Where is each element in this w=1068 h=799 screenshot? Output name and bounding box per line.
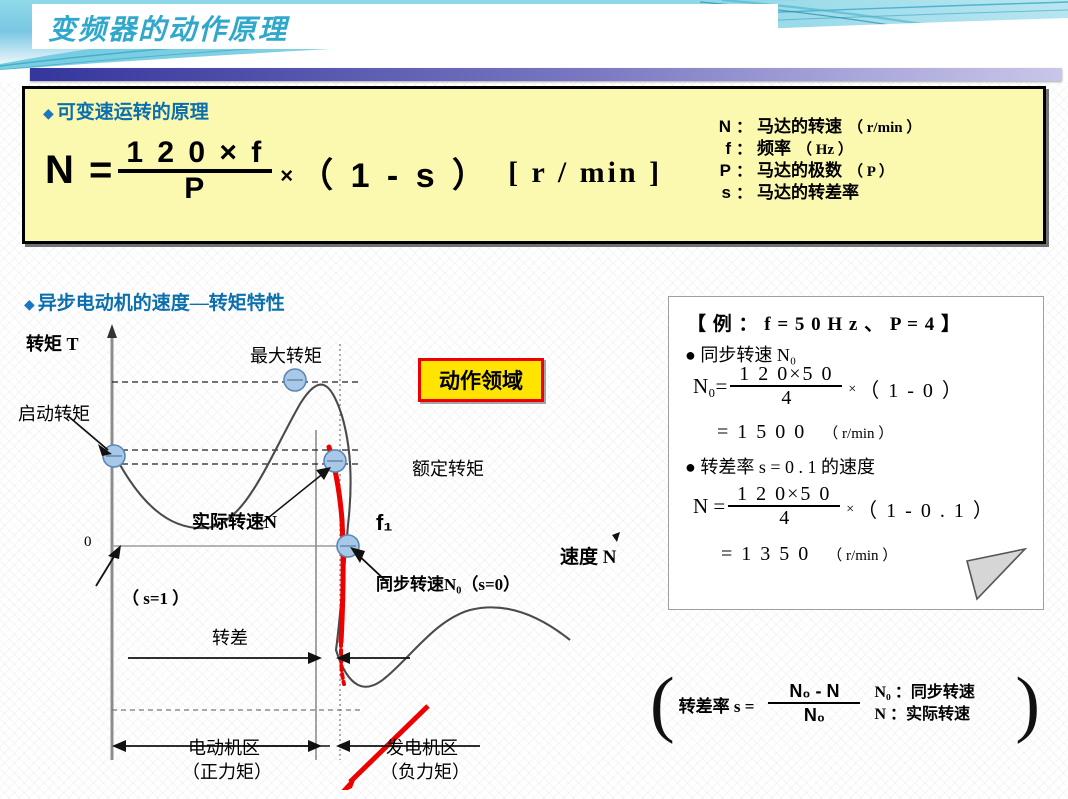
formula-panel-heading-text: 可变速运转的原理	[56, 102, 209, 123]
slip-formula-box: ( 转差率 s = N₀ - N N₀ N₀ ：同步转速 N ：实际转速 )	[650, 660, 1040, 748]
legend-description: 频率	[757, 138, 791, 158]
page-title: 变频器的动作原理	[48, 15, 289, 46]
symbol-legend: N ： 马达的转速 （ r/min ） f ： 频率 （ Hz ） P ： 马达…	[701, 117, 1051, 205]
example-eq2-times: ×	[846, 501, 855, 517]
slip-fraction: N₀ - N N₀	[768, 680, 861, 728]
legend-colon: ：	[735, 140, 752, 158]
legend-description: 马达的转速	[757, 117, 842, 136]
example-result-2: = 1 3 5 0 （ r/min ）	[721, 543, 897, 566]
equation-tail: （ 1 - s ）	[299, 157, 491, 195]
chart-y-axis-label: 转矩 T	[26, 334, 79, 354]
legend-row: f ： 频率 （ Hz ）	[701, 139, 1051, 160]
slip-def-n: N ：实际转速	[874, 706, 971, 723]
title-plate	[32, 4, 778, 49]
example-eq1-lhs: N₀=	[693, 374, 728, 398]
legend-row: N ： 马达的转速 （ r/min ）	[701, 117, 1051, 138]
torque-speed-chart: 转矩 T 速度 N 0 最大转矩 启动转矩 实际转速N 额定转矩 同步转速N₀（…	[0, 320, 660, 790]
example-equation-2: N = 1 2 0×5 0 4 × （ 1 - 0 . 1 ）	[693, 483, 995, 530]
legend-colon: ：	[735, 184, 752, 202]
legend-description: 马达的极数	[757, 160, 842, 180]
slip-definitions: N₀ ：同步转速 N ：实际转速	[874, 682, 974, 725]
chart-actual-speed-label: 实际转速N	[192, 512, 277, 532]
example-eq2-tail: （ 1 - 0 . 1 ）	[857, 500, 995, 522]
equation-denominator: P	[184, 171, 207, 205]
chart-slip-span-label: 转差	[212, 628, 248, 648]
example-result-1-unit: （ r/min ）	[823, 426, 894, 442]
legend-row: s ： 马达的转差率	[701, 183, 1051, 204]
legend-unit: （ r/min ）	[848, 120, 922, 136]
example-eq1-tail: （ 1 - 0 ）	[859, 380, 964, 402]
chart-motor-zone-sub-label: （正力矩）	[182, 762, 272, 782]
slip-def-n0: N₀ ：同步转速	[874, 684, 975, 702]
example-equation-1: N₀= 1 2 0×5 0 4 × （ 1 - 0 ）	[693, 363, 964, 410]
legend-symbol: s	[721, 182, 731, 202]
example-eq1-times: ×	[848, 381, 857, 397]
example-result-1-value: = 1 5 0 0	[717, 421, 807, 443]
header-banner	[0, 0, 1068, 82]
gray-triangle-icon	[966, 547, 1028, 601]
slip-label: 转差率 s =	[678, 696, 755, 716]
section-heading-text: 异步电动机的速度—转矩特性	[37, 293, 285, 314]
fraction-bar	[118, 168, 273, 173]
example-bullet-1: ● 同步转速 N₀	[685, 345, 797, 365]
chart-motor-zone-label: 电动机区	[188, 738, 260, 758]
example-eq1-fraction: 1 2 0×5 0 4	[730, 363, 843, 410]
legend-unit: （ P ）	[848, 163, 894, 180]
chart-rated-torque-label: 额定转矩	[412, 459, 484, 479]
fraction-bar	[728, 505, 841, 507]
legend-colon: ：	[735, 119, 752, 136]
chart-generator-zone-sub-label: （负力矩）	[380, 762, 470, 782]
right-paren: )	[1015, 662, 1040, 745]
equation-unit: [ r / min ]	[508, 155, 663, 189]
equation-fraction: 1 2 0 × f P	[118, 136, 273, 205]
section-heading: ◆ 异步电动机的速度—转矩特性	[24, 288, 285, 315]
legend-symbol: P	[719, 160, 731, 180]
example-eq2-numerator: 1 2 0×5 0	[737, 483, 832, 505]
slip-numerator: N₀ - N	[789, 680, 840, 701]
example-result-1: = 1 5 0 0 （ r/min ）	[717, 421, 893, 444]
example-box: 【 例 ： f = 5 0 H z 、 P = 4 】 ● 同步转速 N₀ N₀…	[668, 296, 1044, 610]
diamond-bullet-icon: ◆	[43, 107, 54, 122]
example-bullet-2: ● 转差率 s = 0 . 1 的速度	[685, 457, 876, 477]
chart-max-torque-label: 最大转矩	[250, 346, 322, 366]
formula-panel: ◆ 可变速运转的原理 N = 1 2 0 × f P × （ 1 - s ） [ …	[22, 86, 1046, 244]
chart-start-torque-label: 启动转矩	[18, 404, 90, 424]
legend-description: 马达的转差率	[757, 182, 859, 202]
header-accent-bar	[30, 68, 1062, 81]
equation-lhs: N =	[45, 148, 115, 192]
example-eq1-numerator: 1 2 0×5 0	[739, 363, 834, 385]
diamond-bullet-icon: ◆	[24, 298, 35, 313]
slip-denominator: N₀	[803, 705, 826, 726]
chart-generator-zone-label: 发电机区	[386, 738, 458, 758]
example-eq1-denominator: 4	[781, 387, 792, 409]
example-title: 【 例 ： f = 5 0 H z 、 P = 4 】	[687, 314, 962, 335]
fraction-bar	[730, 385, 843, 387]
chart-zero-label: 0	[84, 534, 92, 550]
legend-unit: （ Hz ）	[797, 141, 853, 158]
equation-numerator: 1 2 0 × f	[126, 136, 265, 169]
equation-times-operator: ×	[280, 162, 294, 188]
legend-symbol: f	[725, 138, 731, 158]
left-paren: (	[650, 662, 675, 745]
example-eq2-denominator: 4	[779, 507, 790, 529]
legend-row: P ： 马达的极数 （ P ）	[701, 161, 1051, 182]
chart-graphic	[67, 324, 620, 790]
main-equation: N = 1 2 0 × f P × （ 1 - s ） [ r / min ]	[45, 137, 662, 204]
chart-slip-s1-label: （ s=1 ）	[122, 589, 190, 608]
example-eq2-lhs: N =	[693, 494, 726, 518]
example-result-2-value: = 1 3 5 0	[721, 543, 811, 565]
example-result-2-unit: （ r/min ）	[827, 548, 898, 564]
legend-colon: ：	[735, 162, 752, 180]
legend-symbol: N	[718, 117, 731, 136]
chart-sync-speed-label: 同步转速N₀（s=0）	[376, 575, 521, 594]
formula-panel-heading: ◆ 可变速运转的原理	[43, 97, 209, 124]
chart-f1-label: f₁	[376, 510, 393, 535]
fraction-bar	[768, 702, 861, 705]
operating-region-callout: 动作领域	[418, 358, 544, 402]
chart-x-axis-label: 速度 N	[560, 547, 617, 568]
example-eq2-fraction: 1 2 0×5 0 4	[728, 483, 841, 530]
